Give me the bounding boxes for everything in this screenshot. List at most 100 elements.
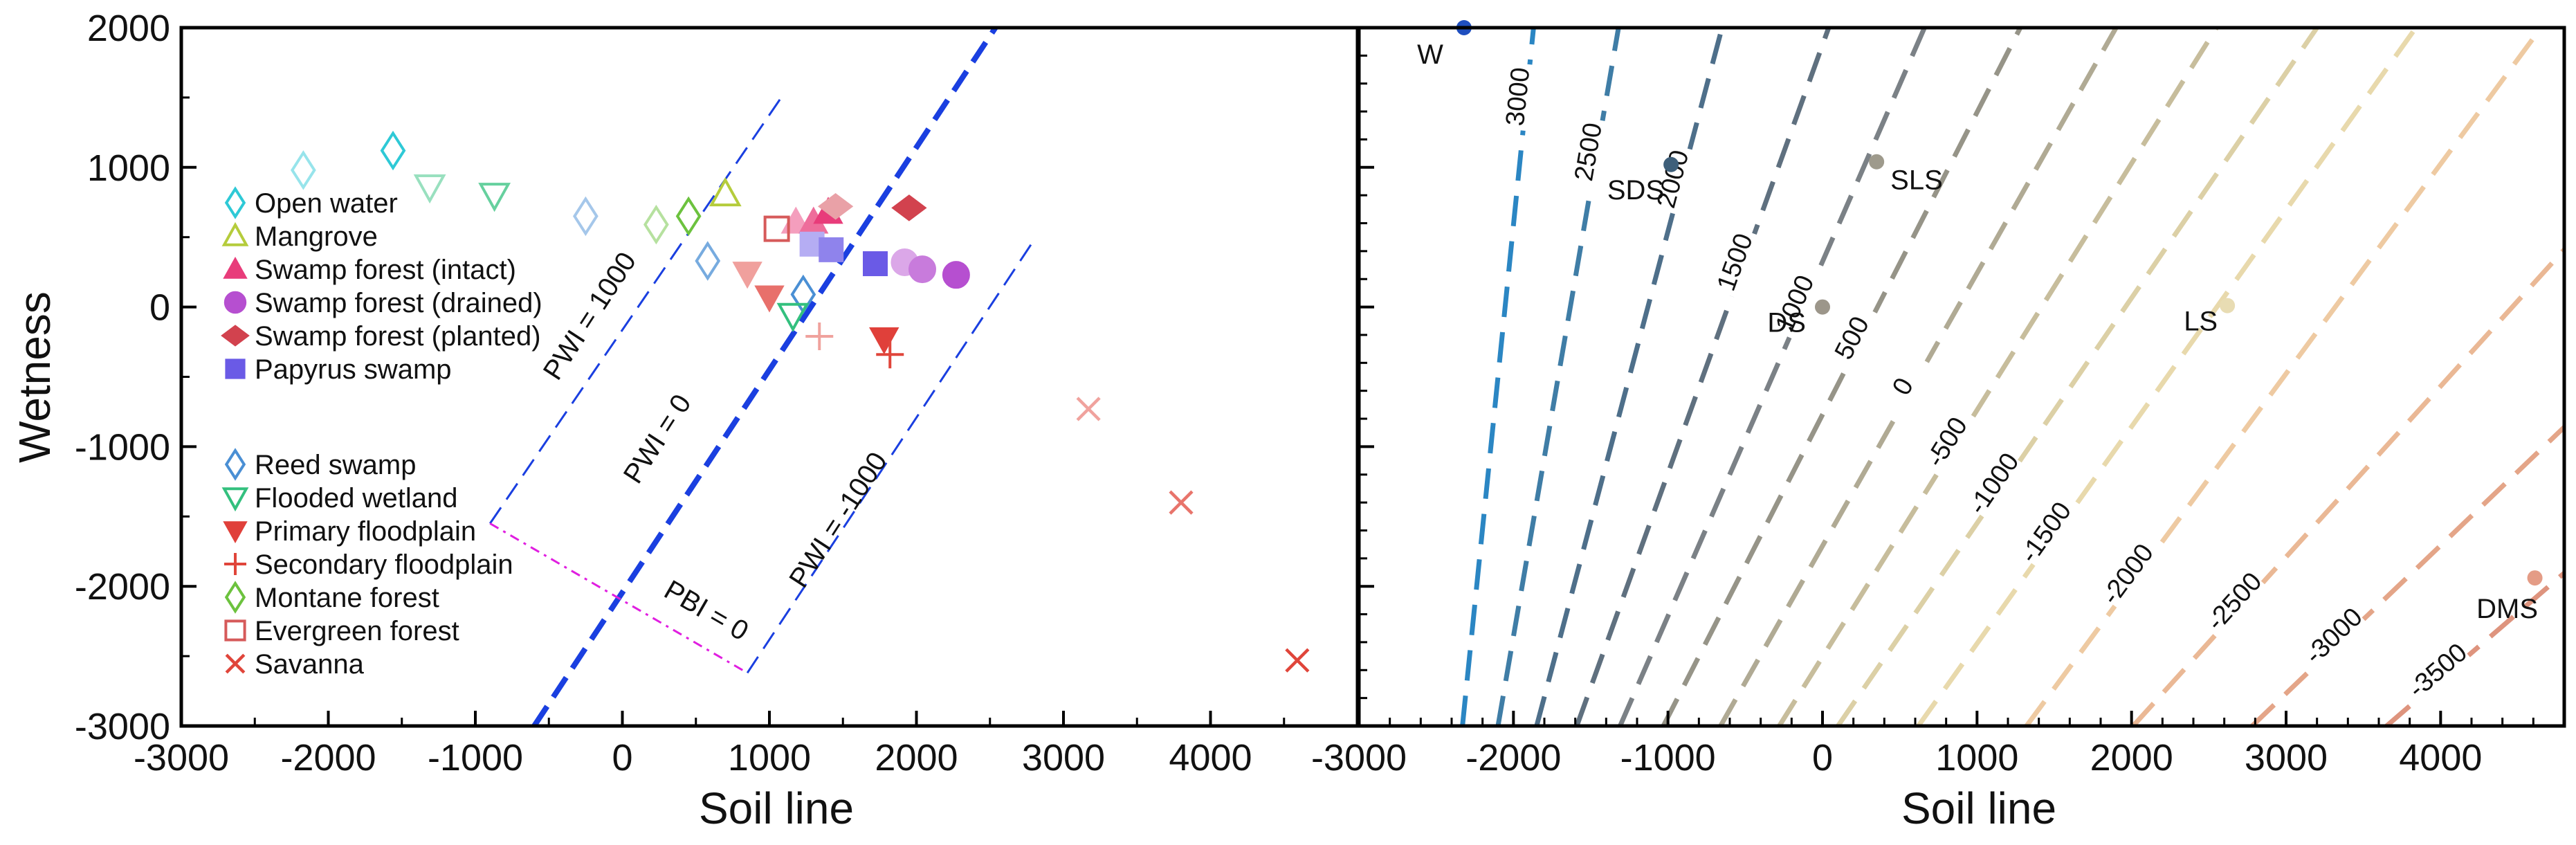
ref-point-label-sls: SLS xyxy=(1890,165,1943,196)
point-secondary-floodplain xyxy=(876,340,904,369)
x-tick-label: 3000 xyxy=(1022,737,1105,779)
point-papyrus-swamp xyxy=(819,237,844,262)
point-savanna xyxy=(1169,490,1194,515)
point-primary-floodplain xyxy=(869,327,899,355)
y-tick-label: -2000 xyxy=(75,566,170,608)
contour-label-bg xyxy=(1655,144,1699,216)
point-flooded-wetland xyxy=(413,174,446,204)
legend-label-flooded-wetland: Flooded wetland xyxy=(255,483,458,514)
contour-line-1500 xyxy=(1916,28,2418,726)
contour-line-3000 xyxy=(1460,28,1536,726)
x-tick-label: -2000 xyxy=(1465,737,1561,779)
legend-label-swamp-forest-planted: Swamp forest (planted) xyxy=(255,321,541,352)
contour-label-bg xyxy=(1921,408,1980,480)
right-axis-ticks: -3000 -2000 -1000 0 1000 2000 3000 4000 xyxy=(1311,26,2566,779)
point-primary-floodplain xyxy=(732,262,762,289)
x-tick-label: 2000 xyxy=(875,737,958,779)
ref-line-pbi-0 xyxy=(489,523,748,674)
x-tick-label: 3000 xyxy=(2245,737,2328,779)
ref-point-sds xyxy=(1663,156,1679,172)
contour-line-500 xyxy=(1661,28,2022,726)
ref-point-dms xyxy=(2527,570,2543,586)
point-swamp-forest-planted xyxy=(817,193,854,220)
ref-point-ls xyxy=(2220,298,2236,314)
ref-point-label-sds: SDS xyxy=(1607,175,1664,206)
contour-label-bg xyxy=(2406,642,2475,707)
x-tick-label: 0 xyxy=(1812,737,1833,779)
legend-label-montane-forest: Montane forest xyxy=(255,583,439,613)
point-montane-forest xyxy=(643,204,669,245)
ref-point-ds xyxy=(1815,299,1830,315)
point-swamp-forest-planted xyxy=(891,194,927,221)
data-points xyxy=(291,130,1310,673)
y-tick-label: -3000 xyxy=(75,706,170,747)
x-tick-label: -3000 xyxy=(134,737,229,779)
x-tick-label: -1000 xyxy=(428,737,523,779)
legend-marker-evergreen-forest xyxy=(224,619,246,642)
legend-marker-reed-swamp xyxy=(224,448,246,481)
contour-label-bg xyxy=(2303,606,2371,673)
ref-line-pwi-0 xyxy=(531,28,999,726)
contour-line-0 xyxy=(1718,28,2119,726)
contour-label-bg xyxy=(1715,228,1764,300)
ref-point-label-ls: LS xyxy=(2184,307,2218,337)
contour-line-1000 xyxy=(1618,28,1927,726)
legend-marker-swamp-forest-intact xyxy=(223,256,248,279)
legend-marker-open-water xyxy=(224,186,246,219)
x-tick-label: 2000 xyxy=(2090,737,2173,779)
point-savanna xyxy=(1285,648,1310,673)
legend-marker-swamp-forest-planted xyxy=(221,325,250,347)
x-tick-label: -2000 xyxy=(280,737,376,779)
contour-label-bg xyxy=(1773,269,1825,342)
y-tick-label: 0 xyxy=(149,287,170,329)
legend-label-papyrus-swamp: Papyrus swamp xyxy=(255,354,452,385)
ref-point-sls xyxy=(1869,154,1885,170)
x-tick-label: 1000 xyxy=(728,737,811,779)
point-primary-floodplain xyxy=(754,285,785,313)
point-papyrus-swamp xyxy=(863,251,888,277)
reference-lines xyxy=(489,28,1035,726)
point-flooded-wetland xyxy=(776,302,810,332)
x-tick-label: 1000 xyxy=(1935,737,2018,779)
contour-lines xyxy=(1460,28,2564,726)
ref-label-pwi-0: PWI = 0 xyxy=(618,389,697,489)
ref-label-pwi-1000: PWI = 1000 xyxy=(538,247,642,385)
right-plot-frame xyxy=(1357,26,2566,728)
contour-label-bg xyxy=(1967,451,2028,522)
contour-label-bg xyxy=(2018,500,2080,570)
point-flooded-wetland xyxy=(478,183,511,212)
point-swamp-forest-drained xyxy=(942,261,970,289)
reference-points: W SDS SLS DS LS DMS xyxy=(1417,20,2543,624)
legend-label-open-water: Open water xyxy=(255,188,398,219)
legend-label-primary-floodplain: Primary floodplain xyxy=(255,516,476,547)
point-mangrove xyxy=(709,177,742,207)
x-tick-label: -3000 xyxy=(1311,737,1407,779)
left-x-axis-label: Soil line xyxy=(699,783,854,833)
point-open-water xyxy=(291,150,316,190)
point-montane-forest xyxy=(675,196,702,237)
right-x-axis-label: Soil line xyxy=(1901,783,2056,833)
legend-marker-swamp-forest-drained xyxy=(223,291,247,314)
ref-label-pwi-neg1000: PWI = -1000 xyxy=(783,447,893,593)
point-savanna xyxy=(1076,397,1101,421)
legend-marker-primary-floodplain xyxy=(223,521,248,544)
x-tick-label: -1000 xyxy=(1620,737,1716,779)
legend-marker-flooded-wetland xyxy=(221,487,249,512)
point-swamp-forest-drained xyxy=(908,255,936,284)
ref-point-label-w: W xyxy=(1417,39,1443,70)
legend-label-reed-swamp: Reed swamp xyxy=(255,450,416,480)
y-tick-label: -1000 xyxy=(75,426,170,468)
contour-line-1500 xyxy=(1574,28,1831,726)
point-evergreen-forest xyxy=(763,215,790,242)
contour-label-bg xyxy=(1573,117,1612,188)
contour-line-2000 xyxy=(2024,28,2543,726)
point-reed-swamp xyxy=(573,196,599,237)
legend-label-swamp-forest-intact: Swamp forest (intact) xyxy=(255,255,516,285)
legend-label-swamp-forest-drained: Swamp forest (drained) xyxy=(255,288,542,318)
legend-marker-savanna xyxy=(225,653,246,674)
point-reed-swamp xyxy=(695,241,721,281)
